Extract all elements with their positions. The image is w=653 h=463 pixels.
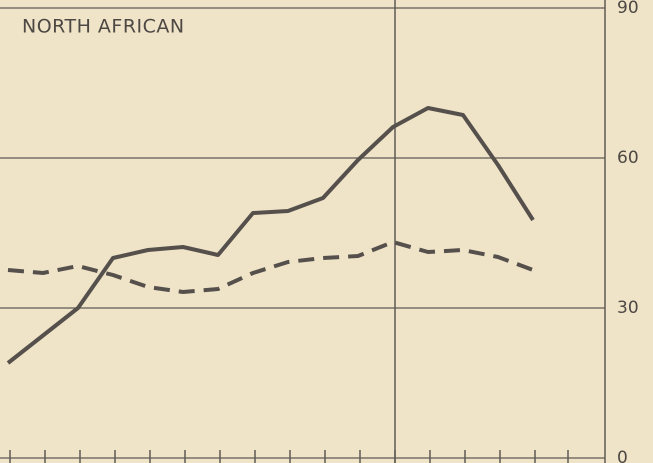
chart-title: NORTH AFRICAN xyxy=(22,16,185,38)
y-tick-label: 0 xyxy=(617,448,628,463)
y-tick-label: 30 xyxy=(617,298,639,318)
y-tick-label: 60 xyxy=(617,148,639,168)
line-series xyxy=(6,106,535,365)
line-series xyxy=(7,240,534,294)
y-tick-label: 90 xyxy=(617,0,639,18)
